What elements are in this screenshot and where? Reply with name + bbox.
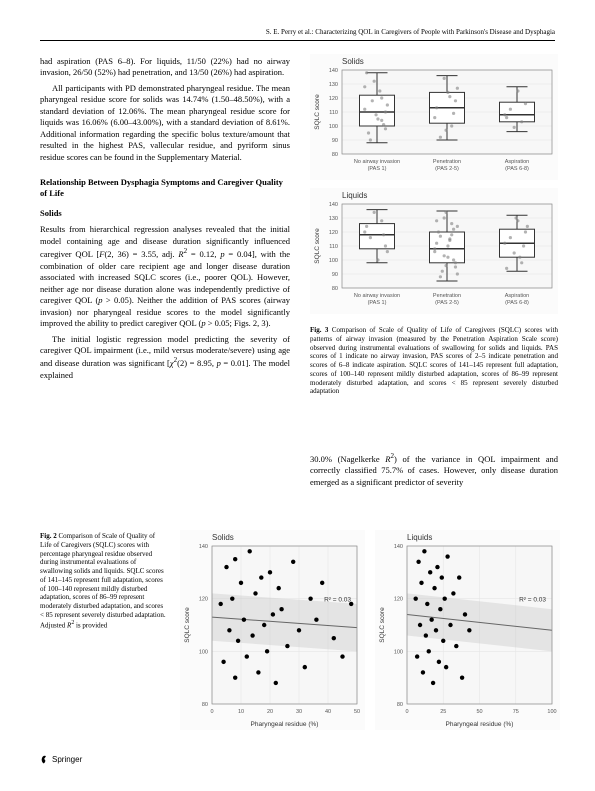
svg-text:SQLC score: SQLC score bbox=[379, 607, 386, 643]
fig2-lead: Fig. 2 bbox=[40, 532, 57, 540]
svg-text:(PAS 6-8): (PAS 6-8) bbox=[505, 300, 529, 306]
svg-text:100: 100 bbox=[547, 709, 556, 715]
scatter-solids: 80 100 120 140 0 10 20 30 40 50 R² = 0.03 Solids Pha… bbox=[180, 530, 365, 730]
svg-text:130: 130 bbox=[329, 82, 338, 88]
paragraph-1: had aspiration (PAS 6–8). For liquids, 1… bbox=[40, 56, 290, 79]
svg-text:100: 100 bbox=[394, 649, 403, 655]
svg-text:90: 90 bbox=[332, 138, 338, 144]
svg-text:(PAS 6-8): (PAS 6-8) bbox=[505, 166, 529, 172]
svg-text:110: 110 bbox=[329, 110, 338, 116]
svg-text:100: 100 bbox=[199, 649, 208, 655]
fig3-lead: Fig. 3 bbox=[310, 326, 328, 334]
running-head: S. E. Perry et al.: Characterizing QOL i… bbox=[266, 28, 555, 36]
svg-text:0: 0 bbox=[210, 709, 213, 715]
svg-text:SQLC score: SQLC score bbox=[184, 607, 191, 643]
svg-text:80: 80 bbox=[202, 702, 208, 708]
svg-text:80: 80 bbox=[332, 152, 338, 158]
svg-text:Aspiration: Aspiration bbox=[505, 293, 529, 299]
svg-text:120: 120 bbox=[329, 96, 338, 102]
svg-text:80: 80 bbox=[332, 286, 338, 292]
svg-text:Solids: Solids bbox=[212, 533, 234, 542]
svg-text:20: 20 bbox=[267, 709, 273, 715]
p3b: (2, 36) = 3.55, adj. bbox=[104, 249, 178, 259]
svg-text:R² = 0.03: R² = 0.03 bbox=[519, 596, 546, 603]
svg-text:Aspiration: Aspiration bbox=[505, 159, 529, 165]
boxplot-solids: 80 90 100 110 120 130 140 Solids SQLC score No ai… bbox=[310, 54, 558, 180]
svg-text:Penetration: Penetration bbox=[433, 293, 461, 299]
svg-text:(PAS 1): (PAS 1) bbox=[368, 166, 387, 172]
p3f: > 0.05; Figs. 2, 3). bbox=[206, 318, 271, 328]
svg-text:0: 0 bbox=[405, 709, 408, 715]
svg-text:Liquids: Liquids bbox=[407, 533, 432, 542]
svg-text:Pharyngeal residue (%): Pharyngeal residue (%) bbox=[446, 721, 514, 728]
p4b: (2) = 8.95, bbox=[177, 358, 216, 368]
svg-text:40: 40 bbox=[325, 709, 331, 715]
rpa: 30.0% (Nagelkerke bbox=[310, 454, 385, 464]
scatter-liquids: 80 100 120 140 0 25 50 75 100 R² = 0.03 Liquids Pha… bbox=[375, 530, 560, 730]
publisher-logo: Springer bbox=[40, 753, 100, 767]
paragraph-4: The initial logistic regression model pr… bbox=[40, 334, 290, 382]
paragraph-2: All participants with PD demonstrated ph… bbox=[40, 83, 290, 163]
publisher-name: Springer bbox=[52, 755, 83, 764]
svg-text:10: 10 bbox=[238, 709, 244, 715]
section-heading: Relationship Between Dysphagia Symptoms … bbox=[40, 177, 290, 198]
svg-text:80: 80 bbox=[397, 702, 403, 708]
svg-text:50: 50 bbox=[476, 709, 482, 715]
svg-text:100: 100 bbox=[329, 258, 338, 264]
svg-text:(PAS 2-5): (PAS 2-5) bbox=[435, 166, 459, 172]
svg-text:100: 100 bbox=[329, 124, 338, 130]
fig2-caption: Fig. 2 Comparison of Scale of Quality of… bbox=[40, 532, 168, 630]
svg-text:Solids: Solids bbox=[342, 57, 364, 66]
svg-text:(PAS 1): (PAS 1) bbox=[368, 300, 387, 306]
svg-text:140: 140 bbox=[329, 68, 338, 74]
svg-text:50: 50 bbox=[354, 709, 360, 715]
svg-text:120: 120 bbox=[394, 597, 403, 603]
svg-text:No airway invasion: No airway invasion bbox=[354, 293, 400, 299]
header-rule bbox=[40, 40, 555, 41]
svg-text:140: 140 bbox=[394, 544, 403, 550]
svg-text:90: 90 bbox=[332, 272, 338, 278]
fig3-caption: Fig. 3 Comparison of Scale of Quality of… bbox=[310, 326, 558, 396]
svg-text:Penetration: Penetration bbox=[433, 159, 461, 165]
sub-heading-solids: Solids bbox=[40, 208, 290, 218]
fig3-body: Comparison of Scale of Quality of Life o… bbox=[310, 326, 558, 395]
paragraph-3: Results from hierarchical regression ana… bbox=[40, 224, 290, 329]
svg-text:110: 110 bbox=[329, 244, 338, 250]
left-column: had aspiration (PAS 6–8). For liquids, 1… bbox=[40, 56, 290, 385]
svg-text:120: 120 bbox=[329, 230, 338, 236]
p3c: = 0.12, bbox=[187, 249, 220, 259]
svg-text:25: 25 bbox=[440, 709, 446, 715]
svg-text:SQLC score: SQLC score bbox=[314, 228, 321, 264]
fig2-body: Comparison of Scale of Quality of Life o… bbox=[40, 532, 166, 629]
svg-text:130: 130 bbox=[329, 216, 338, 222]
svg-text:Pharyngeal residue (%): Pharyngeal residue (%) bbox=[251, 721, 319, 728]
svg-text:No airway invasion: No airway invasion bbox=[354, 159, 400, 165]
svg-text:140: 140 bbox=[199, 544, 208, 550]
paragraph-2-text: All participants with PD demonstrated ph… bbox=[40, 83, 290, 162]
svg-text:140: 140 bbox=[329, 202, 338, 208]
svg-text:R² = 0.03: R² = 0.03 bbox=[324, 596, 351, 603]
svg-text:SQLC score: SQLC score bbox=[314, 94, 321, 130]
svg-text:(PAS 2-5): (PAS 2-5) bbox=[435, 300, 459, 306]
right-column-paragraph: 30.0% (Nagelkerke R2) of the variance in… bbox=[310, 452, 558, 488]
svg-text:75: 75 bbox=[513, 709, 519, 715]
fig2-tail: is provided bbox=[74, 621, 107, 629]
boxplot-liquids: 80 90 100 110 120 130 140 Liquids SQLC score No a… bbox=[310, 188, 558, 314]
svg-text:30: 30 bbox=[296, 709, 302, 715]
svg-text:Liquids: Liquids bbox=[342, 191, 367, 200]
svg-text:120: 120 bbox=[199, 597, 208, 603]
